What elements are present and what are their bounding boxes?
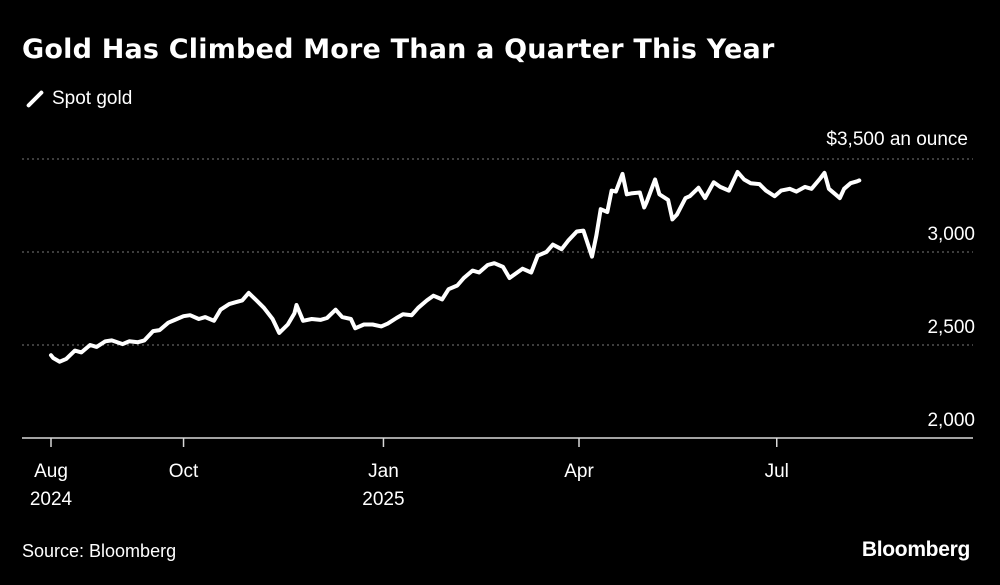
x-tick-sublabel: 2024 bbox=[30, 489, 73, 510]
x-tick-label: Jul bbox=[765, 461, 789, 482]
x-tick-label: Jan bbox=[368, 461, 399, 482]
x-axis bbox=[22, 437, 973, 447]
legend: Spot gold bbox=[22, 88, 132, 110]
series-layer bbox=[49, 170, 862, 364]
y-tick-label: 2,000 bbox=[927, 410, 975, 431]
y-axis-labels: $3,500 an ounce 3,000 2,500 2,000 bbox=[826, 129, 975, 431]
source-note: Source: Bloomberg bbox=[22, 541, 177, 561]
legend-label: Spot gold bbox=[52, 88, 133, 109]
series-line-spot-gold bbox=[49, 170, 862, 364]
y-tick-label: 2,500 bbox=[927, 317, 975, 338]
x-tick-sublabel: 2025 bbox=[362, 489, 404, 510]
y-tick-label: 3,000 bbox=[927, 224, 975, 245]
gridlines bbox=[22, 158, 973, 346]
x-tick-label: Aug bbox=[34, 461, 68, 482]
bloomberg-logo: Bloomberg bbox=[861, 538, 970, 561]
x-tick-label: Oct bbox=[169, 461, 199, 482]
y-unit-label: $3,500 an ounce bbox=[826, 129, 968, 150]
chart-title: Gold Has Climbed More Than a Quarter Thi… bbox=[22, 34, 775, 65]
x-axis-labels: Aug 2024 Oct Jan 2025 Apr Jul bbox=[30, 461, 789, 510]
x-tick-label: Apr bbox=[564, 461, 594, 482]
